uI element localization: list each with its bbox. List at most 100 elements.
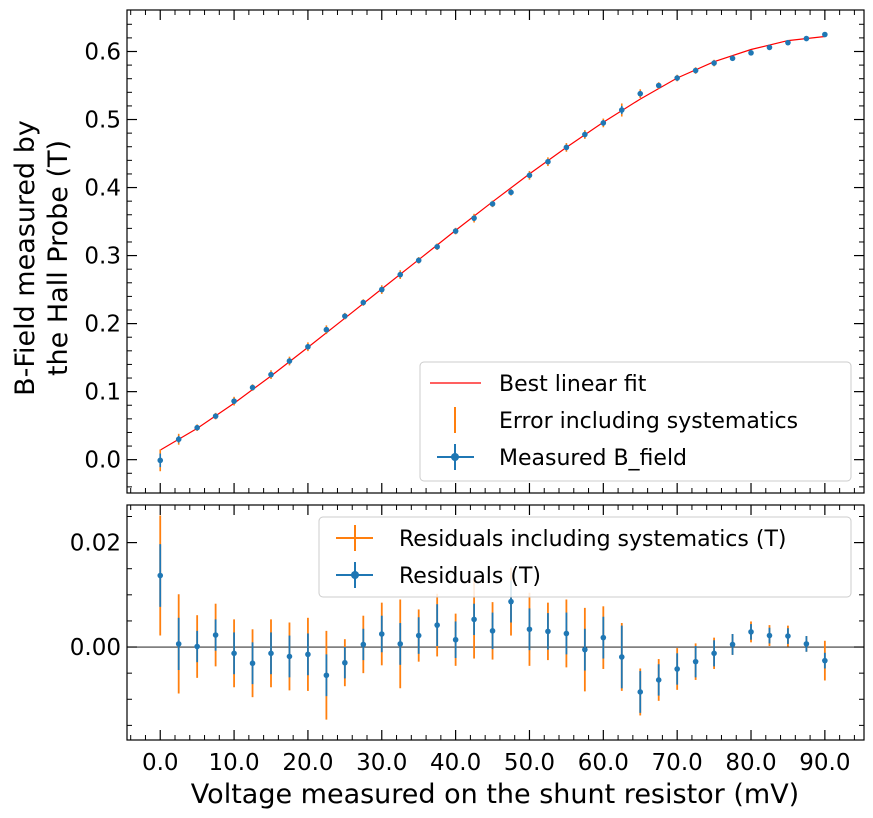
residual-point (175, 641, 182, 647)
residual-point (508, 598, 514, 605)
residual-point (323, 672, 330, 679)
bottom-panel: 0.00 0.02 0.0 10.0 20.0 30.0 40.0 50.0 60.0 70.0 8… (70, 504, 865, 776)
residual-point (600, 634, 607, 641)
residual-point (397, 641, 404, 647)
bottom-legend-label: Residuals (T) (399, 564, 541, 589)
top-ytick-label: 0.0 (84, 448, 121, 474)
bottom-legend: Residuals including systematics (T) Resid… (318, 516, 852, 598)
data-point (249, 384, 256, 391)
top-legend-label: Error including systematics (499, 409, 798, 434)
top-ytick-label: 0.1 (84, 380, 121, 406)
data-point (268, 371, 274, 378)
residual-point (231, 650, 237, 657)
xtick-label: 30.0 (356, 750, 407, 776)
data-point (231, 398, 237, 404)
residual-point (415, 632, 422, 639)
residual-point (803, 641, 810, 647)
top-legend-label: Best linear fit (499, 372, 647, 397)
xtick-label: 50.0 (504, 750, 555, 776)
legend-point (351, 571, 359, 579)
xtick-label: 70.0 (652, 750, 703, 776)
top-ylabel-line1: B-Field measured by (10, 120, 41, 396)
top-axes-frame (126, 9, 865, 494)
data-point (655, 82, 662, 89)
data-point (637, 90, 644, 97)
top-ytick-label: 0.3 (84, 244, 121, 270)
top-ytick-label: 0.6 (84, 39, 121, 65)
residual-point (674, 666, 680, 672)
xtick-label: 40.0 (430, 750, 481, 776)
bottom-legend-box (318, 516, 852, 598)
residual-point (305, 651, 311, 658)
xtick-label: 80.0 (725, 750, 776, 776)
bottom-axes-frame (126, 504, 865, 741)
residual-point (452, 636, 459, 643)
data-point (452, 228, 459, 234)
data-point (434, 243, 440, 250)
residual-point (785, 633, 791, 639)
residual-point (194, 643, 200, 650)
data-point (526, 172, 533, 179)
data-point (711, 60, 717, 66)
legend-point (451, 453, 459, 461)
residual-point (582, 646, 588, 653)
residual-point (212, 632, 219, 638)
xtick-label: 90.0 (799, 750, 850, 776)
residual-point (471, 616, 477, 623)
data-point (748, 50, 754, 56)
data-point (563, 144, 570, 151)
data-point (194, 424, 200, 431)
residual-point (692, 658, 699, 665)
data-point (397, 271, 404, 278)
residual-point (822, 657, 828, 664)
data-point (342, 313, 348, 319)
data-point (692, 67, 699, 74)
data-point (729, 55, 736, 62)
residual-point (748, 629, 754, 635)
top-ytick-label: 0.2 (84, 312, 121, 338)
data-point (323, 326, 330, 333)
residual-point (378, 631, 385, 637)
bottom-ytick-label: 0.02 (70, 531, 121, 557)
residual-point (637, 689, 644, 695)
xtick-label: 60.0 (578, 750, 629, 776)
residual-point (286, 653, 293, 660)
data-point (286, 358, 293, 364)
residual-point (545, 628, 551, 635)
xtick-label: 0.0 (142, 750, 179, 776)
bottom-legend-label: Residuals including systematics (T) (399, 527, 786, 552)
residual-point (268, 650, 274, 657)
residual-point (729, 641, 736, 648)
data-point (766, 44, 773, 51)
bottom-xlabel: Voltage measured on the shunt resistor (… (191, 779, 799, 810)
data-point (378, 286, 385, 293)
data-point (415, 257, 422, 264)
data-point (489, 201, 496, 207)
residual-point (249, 660, 256, 667)
data-point (305, 343, 311, 350)
data-point (471, 215, 477, 221)
top-ytick-label: 0.4 (84, 176, 121, 202)
data-point (157, 457, 164, 464)
bottom-ytick-label: 0.00 (70, 635, 121, 661)
residual-point (434, 622, 440, 628)
data-point (175, 436, 182, 443)
residual-point (711, 650, 717, 657)
residual-point (655, 677, 662, 683)
data-point (618, 107, 625, 113)
data-point (582, 131, 588, 138)
top-panel: 0.0 0.1 0.2 0.3 0.4 0.5 0.6 (84, 9, 865, 494)
top-ylabel-line2: the Hall Probe (T) (43, 140, 74, 376)
residual-point (526, 626, 533, 633)
data-point (508, 189, 514, 196)
data-point (785, 39, 791, 46)
residual-point (618, 654, 625, 660)
top-ytick-label: 0.5 (84, 108, 121, 134)
top-legend: Best linear fit Error including systemati… (419, 361, 852, 482)
data-point (360, 299, 367, 306)
residual-point (766, 632, 773, 639)
top-legend-box (419, 361, 852, 482)
residual-point (157, 572, 164, 579)
top-legend-label: Measured B_field (499, 446, 687, 471)
